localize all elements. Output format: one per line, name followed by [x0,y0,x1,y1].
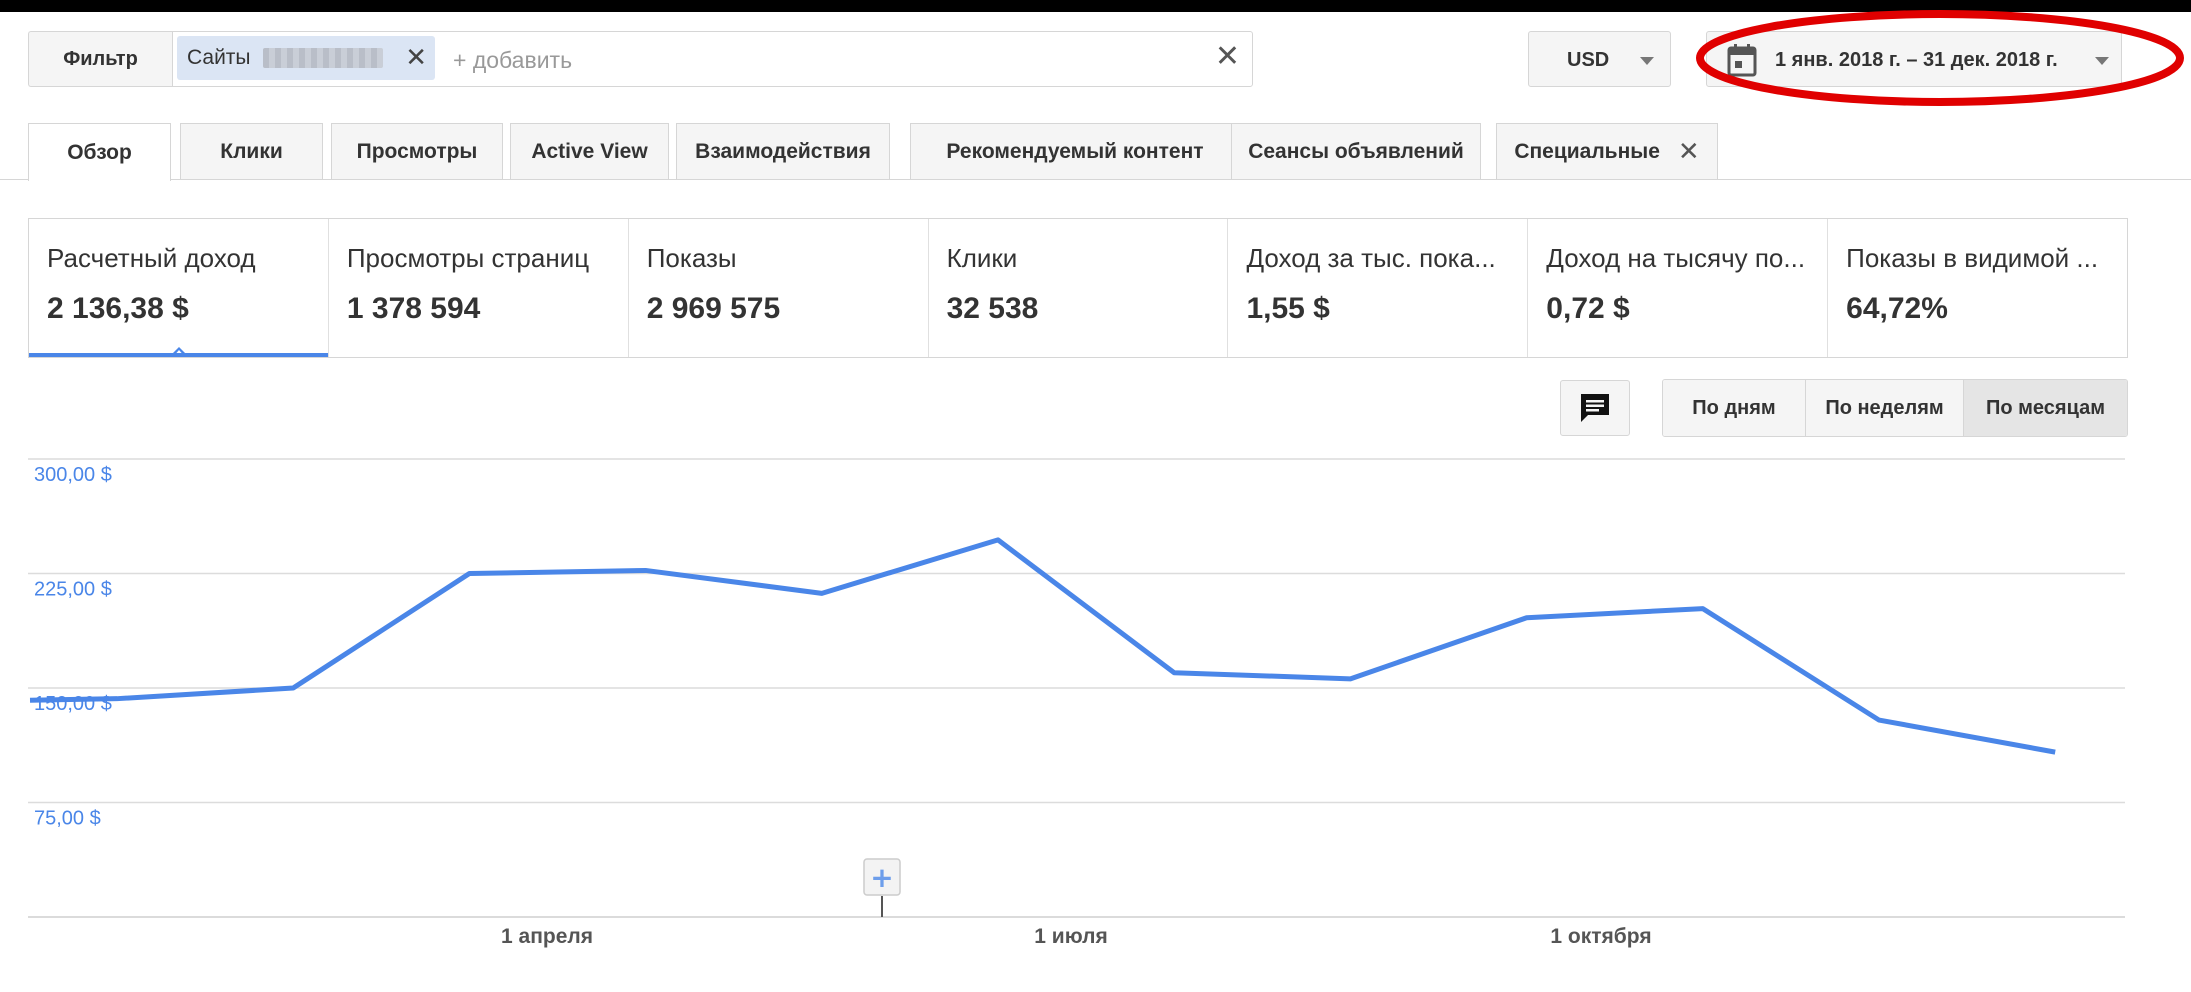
chip-remove-icon[interactable]: ✕ [405,42,427,72]
tab-label: Рекомендуемый контент [946,139,1204,163]
metric-cards: Расчетный доход 2 136,38 $ Просмотры стр… [28,218,2128,358]
plus-icon: + [870,861,893,894]
tab-label: Клики [220,139,283,163]
annotation-button[interactable] [1560,380,1630,436]
add-filter-input[interactable]: + добавить [453,47,573,73]
filter-chip-label: Сайты [187,46,251,69]
metric-name: Показы [646,243,737,273]
annotation-marker: + [863,858,901,917]
granularity-months-button[interactable]: По месяцам [1964,380,2127,436]
date-range-picker[interactable]: 1 янв. 2018 г. – 31 дек. 2018 г. [1706,31,2122,87]
currency-label: USD [1567,49,1610,71]
dropdown-arrow-icon [2095,57,2109,65]
filter-button[interactable]: Фильтр [28,31,172,87]
metric-value: 32 538 [946,292,1039,325]
tab-label: Active View [531,139,648,163]
metric-value: 1 378 594 [346,292,481,325]
metric-value: 64,72% [1846,292,1948,325]
metric-card-impressions[interactable]: Показы 2 969 575 [629,219,929,357]
metric-card-viewability[interactable]: Показы в видимой ... 64,72% [1828,219,2127,357]
currency-dropdown[interactable]: USD [1528,31,1671,87]
metric-value: 2 136,38 $ [47,292,189,325]
comment-icon [1581,394,1609,422]
redacted-site-name [262,48,383,68]
granularity-weeks-button[interactable]: По неделям [1806,380,1964,436]
chart-grid [28,458,2125,918]
tab-interactions[interactable]: Взаимодействия [676,123,890,179]
tab-custom[interactable]: Специальные ✕ [1496,123,1718,179]
tab-label: Просмотры [356,139,478,163]
x-tick-label: 1 апреля [501,925,593,948]
date-range-label: 1 янв. 2018 г. – 31 дек. 2018 г. [1775,49,2058,71]
tab-recommended-content[interactable]: Рекомендуемый контент [910,123,1240,179]
tab-views[interactable]: Просмотры [331,123,503,179]
y-tick-label: 225,00 $ [34,579,112,601]
metric-name: Клики [946,243,1018,273]
metric-card-clicks[interactable]: Клики 32 538 [929,219,1229,357]
x-tick-label: 1 июля [1034,925,1107,948]
metric-card-impression-rpm[interactable]: Доход за тыс. пока... 1,55 $ [1228,219,1529,357]
metric-card-estimated-revenue[interactable]: Расчетный доход 2 136,38 $ [29,219,329,357]
tab-overview[interactable]: Обзор [28,123,171,181]
selected-indicator-inner [172,350,186,357]
y-tick-label: 75,00 $ [34,808,101,830]
y-axis-labels: 300,00 $ 225,00 $ 150,00 $ 75,00 $ [34,464,112,830]
tab-ad-sessions[interactable]: Сеансы объявлений [1231,123,1481,179]
window-top-strip [0,0,2191,12]
revenue-series-line [29,537,2056,755]
y-tick-label: 300,00 $ [34,464,112,486]
calendar-icon [1727,44,1757,77]
filter-input-box[interactable]: Сайты ✕ + добавить ✕ [172,31,1253,87]
close-tab-icon[interactable]: ✕ [1677,136,1700,166]
metric-name: Показы в видимой ... [1846,243,2099,273]
metric-name: Расчетный доход [47,243,256,273]
tab-label: Обзор [67,140,132,164]
tab-label: Специальные [1514,139,1660,163]
dropdown-arrow-icon [1640,57,1654,65]
tab-label: Сеансы объявлений [1248,139,1464,163]
metric-value: 1,55 $ [1246,292,1330,325]
granularity-toggle: По дням По неделям По месяцам [1662,379,2128,437]
x-tick-label: 1 октября [1550,925,1651,948]
tabs-divider [0,179,2191,180]
granularity-days-button[interactable]: По дням [1663,380,1806,436]
metric-value: 2 969 575 [646,292,781,325]
metric-card-page-views[interactable]: Просмотры страниц 1 378 594 [329,219,629,357]
add-annotation-marker[interactable] [863,858,901,896]
tab-active-view[interactable]: Active View [510,123,669,179]
clear-filter-icon[interactable]: ✕ [1214,40,1240,73]
x-axis-labels: 1 апреля 1 июля 1 октября [501,925,1652,948]
tab-clicks[interactable]: Клики [180,123,323,179]
metric-value: 0,72 $ [1546,292,1630,325]
revenue-line-chart: 300,00 $ 225,00 $ 150,00 $ 75,00 $ 1 апреля… [28,458,2125,948]
metric-card-page-rpm[interactable]: Доход на тысячу по... 0,72 $ [1528,219,1829,357]
y-tick-label: 150,00 $ [34,693,112,715]
metric-name: Доход за тыс. пока... [1246,243,1496,273]
metric-name: Просмотры страниц [346,243,590,273]
filter-chip-sites[interactable]: Сайты ✕ [177,36,435,80]
tab-label: Взаимодействия [695,139,871,163]
series-line [29,537,2056,755]
metric-name: Доход на тысячу по... [1546,243,1806,273]
